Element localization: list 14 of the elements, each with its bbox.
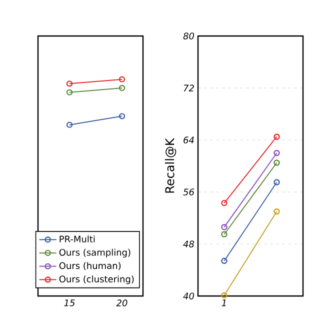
legend-label: Ours (sampling) <box>59 248 130 258</box>
x-tick-label: 1 <box>222 300 226 306</box>
y-tick-label: 48 <box>183 240 194 248</box>
legend-label: PR-Multi <box>60 235 95 242</box>
y-tick-label: 40 <box>183 292 194 300</box>
y-tick-label: 64 <box>184 136 194 144</box>
y-axis-title: Recall@K <box>164 138 176 193</box>
y-tick-label: 80 <box>183 32 194 40</box>
y-tick-label: 56 <box>183 188 194 196</box>
y-tick-label: 72 <box>184 84 194 92</box>
x-tick-label: 20 <box>116 300 128 306</box>
x-tick-label: 15 <box>64 300 75 306</box>
legend-label: Ours (human) <box>59 262 121 270</box>
legend-label: Ours (clustering) <box>59 275 134 284</box>
